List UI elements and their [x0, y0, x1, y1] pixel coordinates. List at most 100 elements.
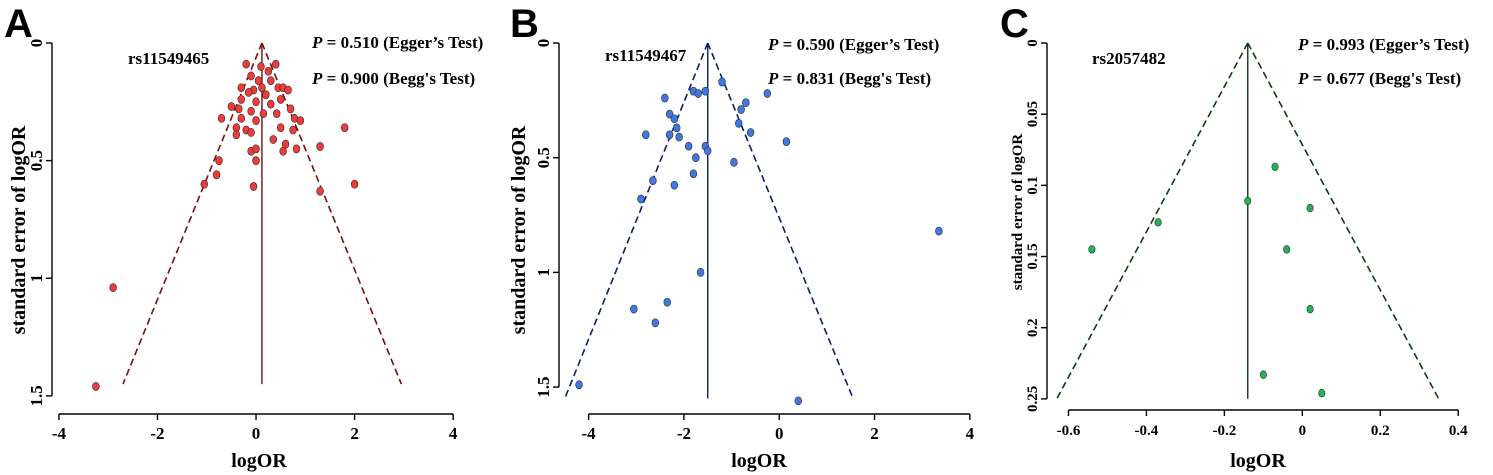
study-point-a: [237, 113, 245, 123]
study-point-a: [262, 90, 270, 100]
study-point-a: [237, 83, 245, 93]
egger-p-symbol-b: P: [767, 35, 779, 54]
study-point-a: [244, 88, 253, 97]
study-point-b: [696, 267, 705, 277]
y-tick-label-c: 0.05: [1025, 101, 1041, 127]
study-point-a: [235, 104, 243, 114]
begg-test-c: P = 0.677 (Begg's Test): [1297, 69, 1461, 88]
funnel-right-line-c: [1247, 42, 1440, 400]
study-point-b: [935, 226, 943, 236]
study-point-a: [109, 283, 117, 293]
y-tick-label-a: 1.5: [27, 385, 46, 406]
study-point-b: [737, 105, 745, 114]
study-point-b: [663, 297, 671, 307]
study-point-b: [670, 114, 679, 124]
study-point-a: [247, 71, 255, 81]
egger-test-c: P = 0.993 (Egger’s Test): [1297, 35, 1469, 54]
x-tick-label-b: 0: [775, 424, 784, 443]
study-point-b: [575, 380, 583, 390]
study-point-b: [718, 77, 726, 87]
x-tick-label-c: -0.4: [1135, 423, 1159, 439]
study-point-a: [200, 179, 208, 189]
panel-letter-b: B: [510, 2, 539, 46]
begg-text-c: = 0.677 (Begg's Test): [1308, 69, 1461, 88]
plot-c: -0.6 -0.4 -0.2 0 0.2 0.4 0 0.05 0.1 0.15 0.2 0.25: [1025, 39, 1468, 439]
study-point-a: [92, 382, 100, 391]
study-point-b: [630, 304, 638, 314]
study-point-a: [217, 113, 226, 123]
egger-p-symbol-a: P: [311, 33, 323, 52]
y-tick-label-c: 0: [1025, 39, 1041, 47]
plot-b: -4 -2 0 2 4 0 0.5 1 1.5: [534, 39, 975, 443]
study-point-a: [284, 85, 292, 95]
y-tick-label-c: 0.1: [1025, 176, 1041, 195]
study-point-b: [642, 130, 650, 140]
study-point-c: [1154, 218, 1162, 227]
study-point-a: [269, 135, 277, 144]
funnel-left-line-b: [564, 42, 709, 399]
x-tick-label-c: 0.2: [1371, 423, 1390, 439]
egger-test-b: P = 0.590 (Egger’s Test): [767, 35, 939, 54]
y-tick-label-c: 0.15: [1025, 243, 1041, 269]
study-point-a: [254, 76, 263, 86]
egger-text-b: = 0.590 (Egger’s Test): [778, 35, 939, 54]
plot-a: -4 -2 0 2 4 0 0.5 1 1.5: [27, 39, 458, 443]
x-tick-label-a: 2: [350, 424, 359, 443]
study-point-a: [341, 123, 349, 133]
funnel-right-line-a: [261, 42, 403, 385]
x-tick-label-a: 0: [252, 424, 261, 443]
snp-label-a: rs11549465: [128, 49, 209, 68]
study-point-a: [286, 104, 295, 114]
begg-p-symbol-a: P: [311, 69, 323, 88]
study-point-c: [1244, 196, 1252, 206]
study-point-a: [242, 59, 250, 69]
y-tick-label-b: 1.5: [534, 376, 553, 397]
panel-letter-a: A: [4, 2, 33, 46]
funnel-left-line-a: [122, 42, 263, 385]
y-axis-title-b: standard error of logOR: [508, 125, 530, 334]
study-point-a: [237, 95, 245, 104]
study-point-b: [661, 93, 669, 103]
study-point-a: [264, 66, 273, 76]
study-point-b: [701, 86, 710, 96]
panel-letter-c: C: [1000, 2, 1029, 46]
egger-p-symbol-c: P: [1297, 35, 1309, 54]
study-point-b: [649, 176, 657, 186]
x-tick-label-c: 0.4: [1449, 423, 1468, 439]
panel-a: A -4 -2 0 2 4 0 0.5 1 1.5 rs11549465 P = 0.510 (…: [4, 2, 483, 472]
study-point-b: [675, 132, 683, 142]
study-point-a: [316, 142, 324, 151]
egger-test-a: P = 0.510 (Egger’s Test): [311, 33, 483, 52]
begg-test-b: P = 0.831 (Begg's Test): [767, 69, 931, 88]
study-point-c: [1306, 203, 1314, 213]
begg-p-symbol-b: P: [767, 69, 779, 88]
study-point-c: [1271, 162, 1279, 171]
x-tick-label-b: 4: [966, 424, 975, 443]
study-point-c: [1318, 389, 1326, 398]
study-point-a: [289, 125, 297, 135]
y-tick-label-c: 0.2: [1025, 318, 1041, 337]
y-tick-label-a: 1: [27, 274, 46, 283]
snp-label-b: rs11549467: [605, 46, 687, 65]
begg-p-symbol-c: P: [1297, 69, 1309, 88]
begg-text-a: = 0.900 (Begg's Test): [322, 69, 475, 88]
study-point-b: [735, 118, 743, 128]
study-point-a: [273, 109, 281, 118]
study-point-c: [1259, 370, 1267, 379]
panel-c: C -0.6 -0.4 -0.2 0 0.2 0.4 0 0.05 0.1 0.15 0.2 0.25…: [1000, 2, 1469, 472]
study-point-a: [252, 156, 260, 166]
study-point-b: [694, 89, 702, 98]
study-point-a: [252, 116, 260, 126]
study-point-c: [1088, 245, 1096, 254]
study-point-a: [276, 123, 285, 133]
x-tick-label-b: 2: [870, 424, 879, 443]
x-axis-title-b: logOR: [731, 450, 787, 472]
study-point-b: [763, 89, 772, 98]
y-tick-label-b: 1: [534, 268, 553, 277]
study-point-c: [1283, 245, 1291, 254]
study-point-a: [212, 170, 221, 180]
study-point-b: [637, 194, 645, 204]
study-point-a: [350, 179, 359, 189]
study-point-b: [730, 157, 738, 167]
x-tick-label-b: -4: [582, 424, 597, 443]
